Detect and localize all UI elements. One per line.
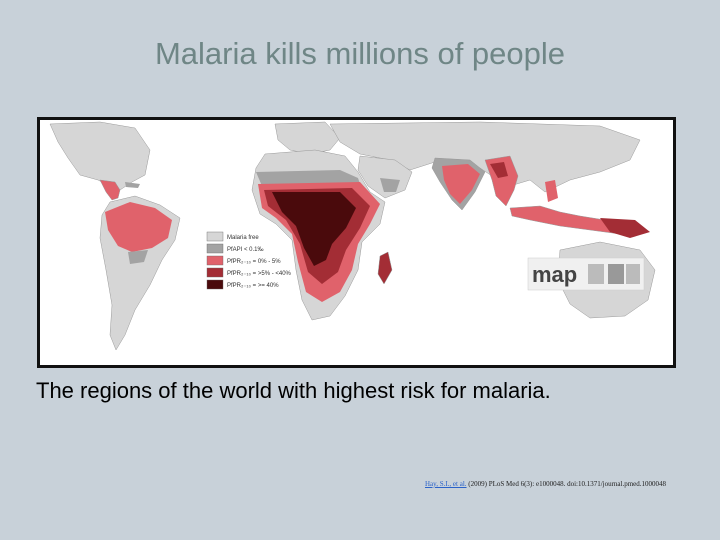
map-legend: Malaria free PfAPI < 0.1‰ PfPR₂₋₁₀ = 0% …	[206, 231, 292, 290]
citation: Hay, S.I., et al. (2009) PLoS Med 6(3): …	[425, 480, 717, 488]
logo-emblem-1	[588, 264, 604, 284]
logo-text: map	[532, 262, 577, 287]
logo-emblem-3	[626, 264, 640, 284]
legend-swatch-low	[206, 255, 224, 266]
central-america-landmass	[99, 179, 121, 201]
middle-east-landmass	[357, 155, 413, 199]
citation-link[interactable]: Hay, S.I., et al.	[425, 480, 467, 488]
caribbean	[125, 182, 140, 188]
slide-caption: The regions of the world with highest ri…	[36, 378, 551, 403]
southeast-asia-medium	[490, 162, 508, 178]
south-america-unstable	[128, 250, 148, 264]
legend-swatch-unstable	[206, 243, 224, 254]
legend-label-high: PfPR₂₋₁₀ = >= 40%	[227, 283, 279, 289]
legend-label-unstable: PfAPI < 0.1‰	[227, 247, 264, 253]
slide-title: Malaria kills millions of people	[154, 36, 566, 71]
india-risk-area	[442, 164, 480, 204]
europe-landmass	[274, 121, 341, 155]
madagascar	[377, 251, 393, 285]
legend-label-medium: PfPR₂₋₁₀ = >5% - <40%	[227, 271, 292, 277]
malaria-risk-map: Malaria free PfAPI < 0.1‰ PfPR₂₋₁₀ = 0% …	[37, 117, 676, 368]
africa-high-risk	[272, 192, 356, 266]
legend-swatch-malaria-free	[206, 231, 224, 242]
legend-swatch-medium	[206, 267, 224, 278]
legend-label-malaria-free: Malaria free	[227, 235, 259, 241]
sahel-unstable	[256, 170, 360, 186]
legend-label-low: PfPR₂₋₁₀ = 0% - 5%	[227, 259, 281, 265]
legend-swatch-high	[206, 279, 224, 290]
citation-text: (2009) PLoS Med 6(3): e1000048. doi:10.1…	[466, 480, 667, 488]
middle-east-unstable	[380, 178, 400, 192]
amazon-risk-area	[105, 202, 172, 252]
new-guinea	[600, 218, 650, 238]
map-project-logo: map	[527, 257, 645, 291]
logo-emblem-2	[608, 264, 624, 284]
philippines	[545, 180, 558, 202]
